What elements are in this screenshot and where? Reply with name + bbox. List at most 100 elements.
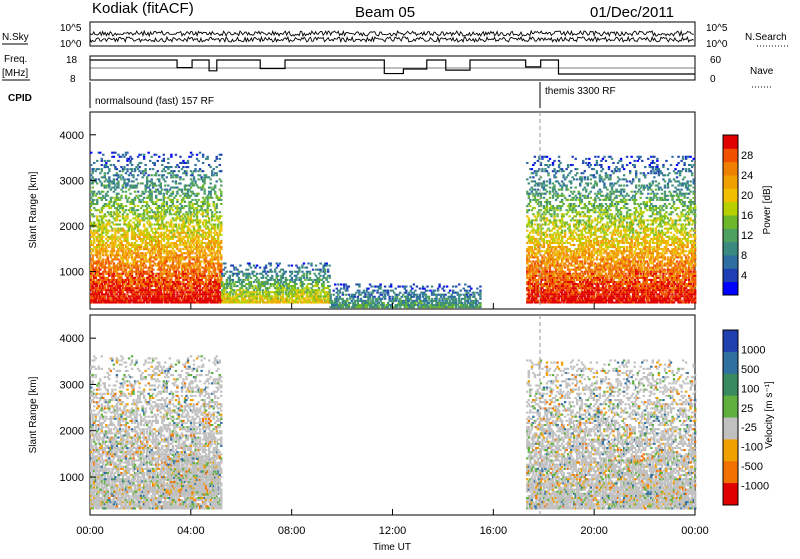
heatmap-cell bbox=[346, 297, 349, 300]
heatmap-cell bbox=[145, 248, 149, 251]
heatmap-cell bbox=[207, 262, 211, 265]
heatmap-cell bbox=[145, 280, 149, 284]
heatmap-cell bbox=[355, 306, 358, 309]
heatmap-cell bbox=[126, 235, 129, 238]
heatmap-cell bbox=[214, 270, 217, 273]
heatmap-cell bbox=[249, 295, 253, 298]
heatmap-cell bbox=[439, 295, 443, 298]
heatmap-cell bbox=[474, 299, 478, 302]
heatmap-cell bbox=[167, 241, 170, 245]
heatmap-cell bbox=[220, 248, 223, 251]
heatmap-cell bbox=[96, 291, 99, 294]
heatmap-cell bbox=[144, 168, 147, 171]
heatmap-cell bbox=[105, 283, 108, 286]
heatmap-cell bbox=[365, 303, 369, 307]
heatmap-cell bbox=[183, 184, 187, 187]
heatmap-cell bbox=[153, 235, 156, 238]
heatmap-cell bbox=[185, 217, 188, 220]
heatmap-cell bbox=[133, 291, 137, 294]
heatmap-cell bbox=[344, 293, 348, 296]
heatmap-cell bbox=[332, 303, 335, 307]
heatmap-cell bbox=[118, 276, 122, 279]
heatmap-cell bbox=[136, 196, 140, 199]
heatmap-cell bbox=[144, 256, 147, 259]
heatmap-cell bbox=[295, 264, 298, 267]
heatmap-cell bbox=[436, 301, 440, 304]
heatmap-cell bbox=[191, 285, 194, 288]
heatmap-cell bbox=[295, 297, 298, 300]
heatmap-cell bbox=[293, 270, 297, 273]
heatmap-cell bbox=[191, 256, 194, 259]
heatmap-cell bbox=[218, 270, 221, 273]
heatmap-cell bbox=[412, 301, 416, 304]
heatmap-cell bbox=[124, 190, 128, 193]
heatmap-cell bbox=[109, 235, 113, 238]
heatmap-cell bbox=[445, 299, 449, 302]
heatmap-cell bbox=[258, 293, 262, 296]
heatmap-cell bbox=[272, 297, 275, 300]
heatmap-cell bbox=[194, 168, 197, 171]
heatmap-cell bbox=[148, 211, 152, 214]
heatmap-cell bbox=[148, 270, 152, 273]
heatmap-cell bbox=[132, 184, 135, 187]
heatmap-cell bbox=[195, 293, 199, 296]
heatmap-cell bbox=[168, 268, 172, 271]
heatmap-cell bbox=[148, 180, 152, 183]
heatmap-cell bbox=[195, 229, 199, 232]
heatmap-cell bbox=[337, 303, 340, 307]
heatmap-cell bbox=[414, 303, 417, 307]
heatmap-cell bbox=[135, 209, 138, 212]
heatmap-cell bbox=[370, 291, 373, 294]
heatmap-cell bbox=[222, 283, 225, 286]
heatmap-cell bbox=[209, 301, 212, 304]
heatmap-cell bbox=[132, 200, 135, 203]
heatmap-cell bbox=[368, 283, 372, 286]
heatmap-cell bbox=[263, 285, 266, 288]
heatmap-cell bbox=[117, 244, 120, 247]
heatmap-cell bbox=[207, 270, 211, 273]
heatmap-cell bbox=[221, 280, 224, 284]
heatmap-cell bbox=[144, 217, 147, 220]
heatmap-cell bbox=[305, 270, 309, 273]
heatmap-cell bbox=[406, 297, 410, 300]
heatmap-cell bbox=[358, 293, 361, 296]
heatmap-cell bbox=[135, 297, 138, 300]
heatmap-cell bbox=[476, 303, 479, 307]
heatmap-cell bbox=[451, 291, 455, 294]
heatmap-cell bbox=[248, 272, 251, 275]
heatmap-cell bbox=[192, 268, 196, 271]
heatmap-cell bbox=[461, 297, 464, 300]
heatmap-cell bbox=[161, 205, 164, 208]
heatmap-cell bbox=[450, 295, 453, 298]
heatmap-cell bbox=[112, 276, 116, 279]
heatmap-cell bbox=[371, 291, 375, 294]
heatmap-cell bbox=[284, 289, 288, 292]
heatmap-cell bbox=[183, 297, 187, 300]
heatmap-cell bbox=[322, 297, 325, 300]
heatmap-cell bbox=[127, 285, 131, 288]
heatmap-cell bbox=[427, 297, 431, 300]
heatmap-cell bbox=[423, 287, 426, 290]
heatmap-cell bbox=[162, 227, 165, 230]
heatmap-cell bbox=[379, 287, 382, 290]
heatmap-cell bbox=[145, 297, 149, 300]
heatmap-cell bbox=[100, 209, 103, 212]
heatmap-cell bbox=[168, 293, 172, 296]
heatmap-cell bbox=[405, 297, 408, 300]
heatmap-cell bbox=[117, 182, 120, 185]
heatmap-cell bbox=[150, 180, 153, 183]
heatmap-cell bbox=[153, 291, 156, 294]
heatmap-cell bbox=[367, 293, 370, 296]
heatmap-cell bbox=[97, 233, 100, 236]
heatmap-cell bbox=[289, 297, 292, 300]
heatmap-cell bbox=[123, 219, 126, 222]
heatmap-cell bbox=[90, 213, 93, 216]
heatmap-cell bbox=[448, 303, 452, 307]
heatmap-cell bbox=[189, 231, 193, 234]
heatmap-cell bbox=[412, 299, 416, 302]
heatmap-cell bbox=[334, 301, 337, 304]
heatmap-cell bbox=[96, 280, 99, 284]
heatmap-cell bbox=[218, 250, 221, 253]
heatmap-cell bbox=[370, 306, 373, 309]
heatmap-cell bbox=[114, 237, 117, 240]
